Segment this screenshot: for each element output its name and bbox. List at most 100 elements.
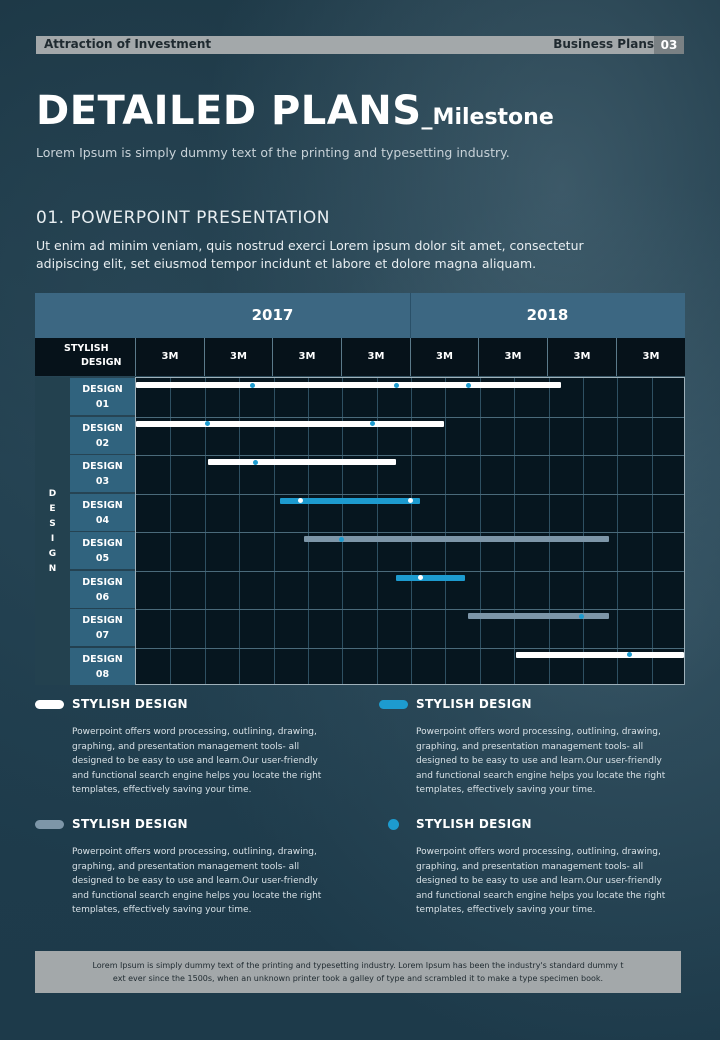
row-label-line: 04 <box>95 514 110 526</box>
row-label: DESIGN 04 <box>70 493 135 531</box>
row-label: DESIGN 07 <box>70 609 135 646</box>
period-label: 3M <box>135 338 204 376</box>
gantt-bar <box>396 574 465 581</box>
row-label-line: DESIGN <box>82 384 123 395</box>
row-label-line: 05 <box>95 553 110 564</box>
year-header-row: 2017 2018 <box>35 293 685 338</box>
legend-body-line: templates, effectively saving your time. <box>72 905 252 916</box>
legend-body-line: and functional search engine helps you l… <box>72 770 322 781</box>
legend-body-line: designed to be easy to use and learn.Our… <box>416 876 662 887</box>
footer-text: Lorem Ipsum is simply dummy text of the … <box>35 959 681 985</box>
legend-body: Powerpoint offers word processing, outli… <box>72 725 352 798</box>
white-bar-swatch-icon <box>35 700 64 709</box>
page-number: 03 <box>654 36 684 54</box>
grid-line <box>548 378 550 684</box>
page-title-main: DETAILED PLANS <box>36 88 422 134</box>
row-label: DESIGN 03 <box>70 455 135 492</box>
period-label: 3M <box>478 338 547 376</box>
legend-body: Powerpoint offers word processing, outli… <box>72 845 352 918</box>
grid-line <box>136 493 684 495</box>
grid-line <box>514 378 516 684</box>
blue-bar-swatch-icon <box>379 700 408 709</box>
grid-line <box>342 378 344 684</box>
section-title: 01. POWERPOINT PRESENTATION <box>36 208 331 228</box>
section-body-line: Ut enim ad minim veniam, quis nostrud ex… <box>36 238 584 253</box>
legend-body-line: templates, effectively saving your time. <box>72 785 252 796</box>
milestone-dot <box>626 652 632 657</box>
legend-body-line: graphing, and presentation management to… <box>72 861 300 872</box>
row-label-line: 02 <box>95 437 110 449</box>
legend-body-line: graphing, and presentation management to… <box>72 741 300 752</box>
page-title-suffix: _Milestone <box>421 105 554 130</box>
gantt-bar <box>279 497 421 504</box>
milestone-dot <box>205 421 211 426</box>
row-label-line: DESIGN <box>82 499 123 511</box>
grid-line <box>136 455 684 456</box>
row-label: DESIGN 08 <box>70 647 135 685</box>
row-label-line: DESIGN <box>82 538 123 549</box>
legend-body-line: Powerpoint offers word processing, outli… <box>416 847 661 857</box>
side-label-column: D E S I G N <box>35 377 70 685</box>
legend-body-line: Powerpoint offers word processing, outli… <box>416 727 661 737</box>
milestone-dot <box>339 536 344 542</box>
grid-line <box>136 609 684 610</box>
milestone-dot <box>465 382 471 388</box>
row-label: DESIGN 06 <box>70 570 135 608</box>
grid-line <box>582 378 584 684</box>
period-header-row: STYLISH DESIGN 3M 3M 3M 3M 3M 3M 3M 3M <box>35 338 685 376</box>
header-left-text: Attraction of Investment <box>44 37 212 51</box>
legend-title: STYLISH DESIGN <box>72 817 188 831</box>
section-body: Ut enim ad minim veniam, quis nostrud ex… <box>36 237 596 273</box>
legend-body: Powerpoint offers word processing, outli… <box>416 845 696 918</box>
footer-box: Lorem Ipsum is simply dummy text of the … <box>35 951 681 993</box>
legend-body-line: templates, effectively saving your time. <box>416 905 596 916</box>
row-label: DESIGN 01 <box>70 378 135 415</box>
grid-line <box>617 378 619 684</box>
gantt-bar <box>207 459 397 465</box>
side-letter: S <box>49 519 56 529</box>
milestone-dot <box>297 498 303 503</box>
row-label-line: DESIGN <box>82 615 123 626</box>
legend-body-line: designed to be easy to use and learn.Our… <box>72 876 318 887</box>
gantt-bar <box>303 536 609 542</box>
header-label: STYLISH DESIGN <box>35 342 135 370</box>
row-label: DESIGN 05 <box>70 532 135 569</box>
grid-line <box>445 378 447 684</box>
row-label-line: DESIGN <box>82 653 123 665</box>
grid-line <box>136 647 684 649</box>
grid-line <box>204 378 206 684</box>
page-title: DETAILED PLANS_Milestone <box>36 88 554 134</box>
period-label: 3M <box>616 338 685 376</box>
milestone-dot <box>578 613 584 619</box>
legend-body-line: designed to be easy to use and learn.Our… <box>72 756 318 767</box>
grid-line <box>239 378 241 684</box>
milestone-dot <box>417 575 423 580</box>
row-label-line: DESIGN <box>82 461 123 472</box>
grid-line <box>136 532 684 533</box>
row-label-line: DESIGN <box>82 576 123 588</box>
year-divider <box>410 293 411 338</box>
side-letter: N <box>48 564 57 574</box>
dot-swatch-icon <box>388 819 399 830</box>
legend-body-line: Powerpoint offers word processing, outli… <box>72 847 317 857</box>
legend-body-line: designed to be easy to use and learn.Our… <box>416 756 662 767</box>
legend-body-line: graphing, and presentation management to… <box>416 861 644 872</box>
grid-line <box>307 378 309 684</box>
gantt-grid <box>135 377 685 685</box>
side-letter: I <box>50 534 55 544</box>
legend-body-line: and functional search engine helps you l… <box>416 770 666 781</box>
gantt-bar <box>136 420 445 427</box>
legend-body-line: and functional search engine helps you l… <box>416 890 666 901</box>
year-label: 2017 <box>251 306 294 324</box>
footer-line: Lorem Ipsum is simply dummy text of the … <box>92 961 624 970</box>
grid-line <box>411 378 412 684</box>
grid-line <box>170 378 172 684</box>
grid-line <box>651 378 653 684</box>
legend-title: STYLISH DESIGN <box>416 697 532 711</box>
milestone-dot <box>393 382 399 388</box>
header-label-line: DESIGN <box>81 357 122 368</box>
period-label: 3M <box>410 338 478 376</box>
row-label: DESIGN 02 <box>70 416 135 454</box>
grid-line <box>479 378 481 684</box>
section-body-line: adipiscing elit, set eiusmod tempor inci… <box>36 256 537 271</box>
